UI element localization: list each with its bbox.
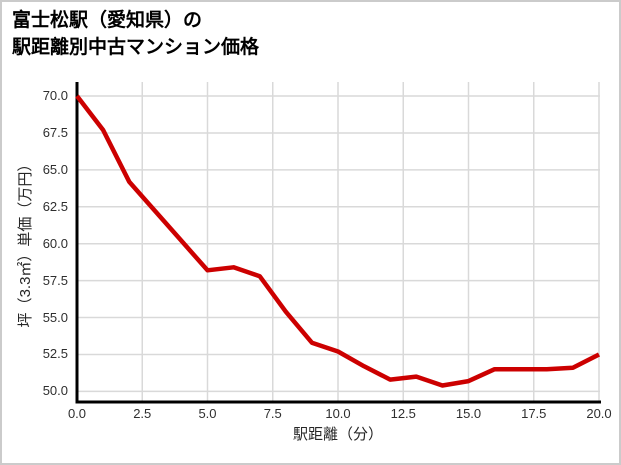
chart-title-line1: 富士松駅（愛知県）の [12, 10, 203, 31]
chart-title: 富士松駅（愛知県）の駅距離別中古マンション価格 [12, 7, 259, 61]
y-tick-label: 65.0 [42, 161, 68, 177]
y-axis-label: 坪（3.3㎡）単価（万円） [17, 156, 34, 328]
price-line-series [75, 94, 601, 388]
x-axis-label: 駅距離（分） [292, 426, 383, 443]
y-tick-label: 70.0 [42, 88, 68, 104]
y-tick-label: 60.0 [42, 235, 68, 251]
y-tick-label: 62.5 [42, 198, 68, 214]
x-tick-label: 2.5 [133, 406, 152, 421]
y-tick-label: 52.5 [42, 346, 68, 362]
y-tick-label: 67.5 [42, 124, 68, 140]
y-tick-label: 55.0 [42, 309, 68, 325]
y-tick-label: 57.5 [42, 272, 68, 288]
chart-title-line2: 駅距離別中古マンション価格 [12, 37, 260, 58]
x-tick-label: 0.0 [67, 406, 87, 421]
x-tick-label: 17.5 [521, 406, 547, 421]
x-tick-label: 15.0 [455, 406, 482, 421]
x-tick-label: 7.5 [263, 406, 282, 421]
x-tick-label: 20.0 [586, 406, 612, 421]
x-tick-label: 10.0 [325, 406, 351, 421]
y-tick-label: 50.0 [42, 383, 68, 399]
x-tick-label: 5.0 [198, 406, 217, 421]
x-tick-label: 12.5 [390, 406, 416, 421]
